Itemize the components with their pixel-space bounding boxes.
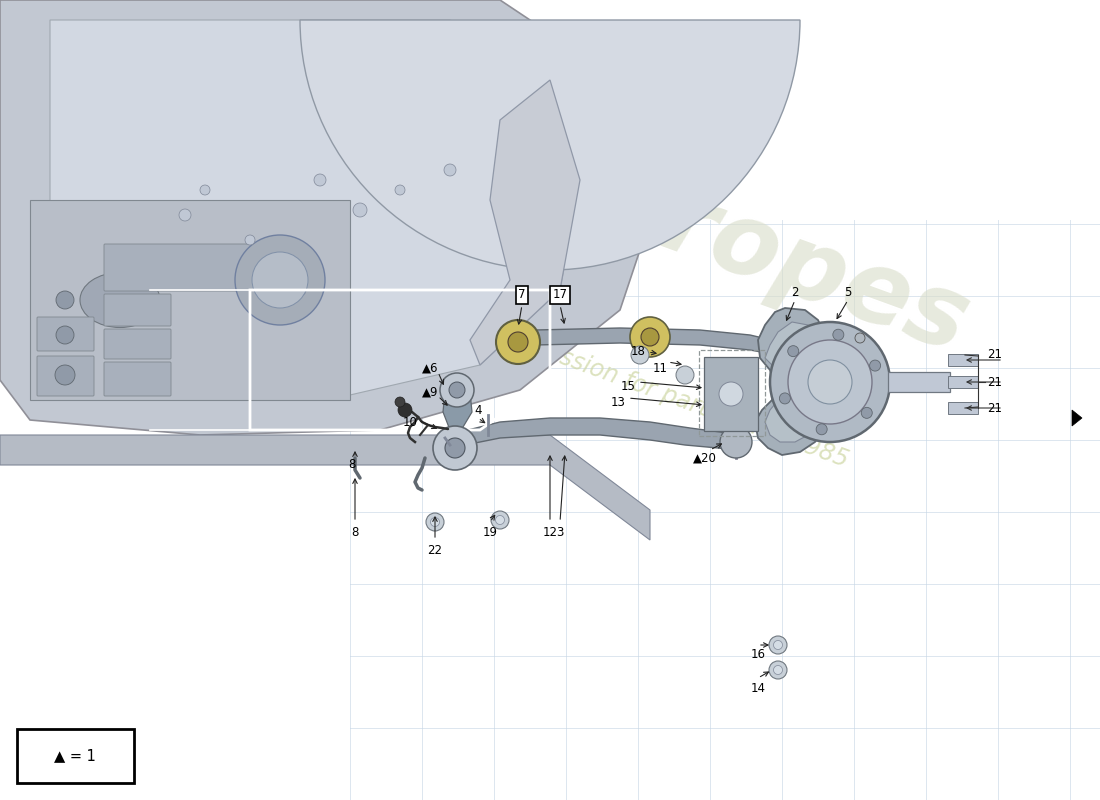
Text: ▲9: ▲9 [421, 386, 438, 398]
Circle shape [314, 174, 326, 186]
Text: 21: 21 [988, 402, 1002, 414]
Wedge shape [300, 20, 800, 270]
FancyBboxPatch shape [104, 294, 170, 326]
Circle shape [433, 426, 477, 470]
Ellipse shape [80, 273, 160, 327]
Polygon shape [455, 418, 738, 450]
Circle shape [496, 320, 540, 364]
Polygon shape [948, 376, 978, 388]
Text: 18: 18 [630, 346, 646, 358]
Text: ▲6: ▲6 [421, 362, 438, 374]
Text: 7: 7 [518, 289, 526, 302]
Polygon shape [755, 308, 825, 455]
Circle shape [766, 334, 794, 362]
Text: 2: 2 [791, 286, 799, 298]
Circle shape [56, 291, 74, 309]
Text: 4: 4 [474, 403, 482, 417]
FancyBboxPatch shape [30, 200, 350, 400]
Text: 17: 17 [552, 289, 568, 302]
Circle shape [395, 397, 405, 407]
Circle shape [294, 284, 306, 296]
Text: ▲ = 1: ▲ = 1 [54, 749, 96, 763]
Circle shape [855, 333, 865, 343]
Circle shape [870, 360, 881, 371]
Circle shape [770, 322, 890, 442]
Circle shape [719, 382, 742, 406]
Text: ▲20: ▲20 [693, 451, 717, 465]
FancyBboxPatch shape [37, 356, 94, 396]
FancyBboxPatch shape [104, 244, 286, 291]
Circle shape [179, 209, 191, 221]
Circle shape [252, 252, 308, 308]
Text: 22: 22 [428, 543, 442, 557]
FancyBboxPatch shape [37, 317, 94, 351]
Text: 8: 8 [351, 526, 359, 538]
Circle shape [769, 636, 786, 654]
Circle shape [808, 360, 852, 404]
Text: 3: 3 [557, 526, 563, 538]
Polygon shape [515, 328, 780, 355]
Text: 21: 21 [988, 349, 1002, 362]
Text: 16: 16 [750, 649, 766, 662]
Text: 19: 19 [483, 526, 497, 538]
Circle shape [430, 518, 440, 526]
Text: 14: 14 [750, 682, 766, 694]
Circle shape [398, 403, 412, 417]
Circle shape [200, 185, 210, 195]
FancyBboxPatch shape [104, 329, 170, 359]
Circle shape [773, 666, 782, 674]
Circle shape [676, 366, 694, 384]
Circle shape [631, 346, 649, 364]
Circle shape [440, 373, 474, 407]
FancyBboxPatch shape [704, 357, 758, 431]
Text: 5: 5 [845, 286, 851, 298]
Circle shape [426, 513, 444, 531]
Circle shape [245, 235, 255, 245]
Polygon shape [470, 80, 580, 365]
Text: 12: 12 [542, 526, 558, 538]
Circle shape [449, 382, 465, 398]
Circle shape [773, 641, 782, 650]
Circle shape [788, 346, 799, 357]
Circle shape [491, 511, 509, 529]
Circle shape [395, 185, 405, 195]
Circle shape [780, 393, 791, 404]
Circle shape [788, 340, 872, 424]
Text: 13: 13 [610, 395, 626, 409]
Polygon shape [0, 0, 650, 435]
Circle shape [816, 424, 827, 434]
Circle shape [444, 164, 456, 176]
Circle shape [495, 515, 505, 525]
Circle shape [55, 365, 75, 385]
FancyBboxPatch shape [16, 729, 134, 783]
Circle shape [446, 438, 465, 458]
Circle shape [235, 235, 324, 325]
Circle shape [720, 426, 752, 458]
Circle shape [641, 328, 659, 346]
Text: europes: europes [519, 126, 981, 374]
Circle shape [56, 326, 74, 344]
Polygon shape [0, 435, 650, 540]
Text: 11: 11 [652, 362, 668, 374]
Polygon shape [948, 402, 978, 414]
Polygon shape [764, 322, 818, 442]
Circle shape [508, 332, 528, 352]
Polygon shape [888, 372, 950, 392]
FancyBboxPatch shape [104, 362, 170, 396]
Polygon shape [50, 20, 580, 400]
Text: a passion for parts since 1985: a passion for parts since 1985 [508, 328, 851, 472]
Circle shape [861, 407, 872, 418]
Text: 15: 15 [620, 379, 636, 393]
Text: 10: 10 [403, 415, 417, 429]
Circle shape [630, 317, 670, 357]
Text: 21: 21 [988, 375, 1002, 389]
Polygon shape [1072, 410, 1082, 426]
Polygon shape [948, 354, 978, 366]
Circle shape [353, 203, 367, 217]
Text: 8: 8 [349, 458, 355, 471]
Circle shape [769, 661, 786, 679]
Circle shape [833, 330, 844, 340]
Polygon shape [443, 385, 472, 448]
